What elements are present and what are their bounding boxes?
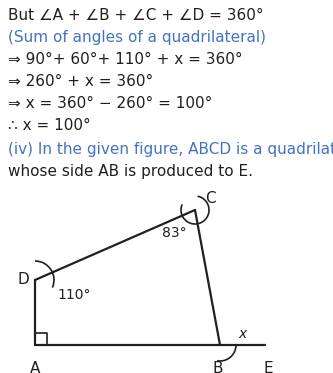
Text: A: A [30, 361, 40, 373]
Text: C: C [205, 191, 216, 206]
Text: B: B [213, 361, 223, 373]
Text: 110°: 110° [57, 288, 91, 302]
Text: (Sum of angles of a quadrilateral): (Sum of angles of a quadrilateral) [8, 30, 266, 45]
Text: 83°: 83° [163, 226, 187, 240]
Text: (iv) In the given figure, ABCD is a quadrilateral: (iv) In the given figure, ABCD is a quad… [8, 142, 333, 157]
Text: E: E [263, 361, 273, 373]
Text: But ∠A + ∠B + ∠C + ∠D = 360°: But ∠A + ∠B + ∠C + ∠D = 360° [8, 8, 264, 23]
Text: D: D [17, 273, 29, 288]
Text: ⇒ 90°+ 60°+ 110° + x = 360°: ⇒ 90°+ 60°+ 110° + x = 360° [8, 52, 243, 67]
Text: whose side AB is produced to E.: whose side AB is produced to E. [8, 164, 253, 179]
Text: ∴ x = 100°: ∴ x = 100° [8, 118, 91, 133]
Text: ⇒ 260° + x = 360°: ⇒ 260° + x = 360° [8, 74, 153, 89]
Text: x: x [238, 327, 246, 341]
Text: ⇒ x = 360° − 260° = 100°: ⇒ x = 360° − 260° = 100° [8, 96, 212, 111]
